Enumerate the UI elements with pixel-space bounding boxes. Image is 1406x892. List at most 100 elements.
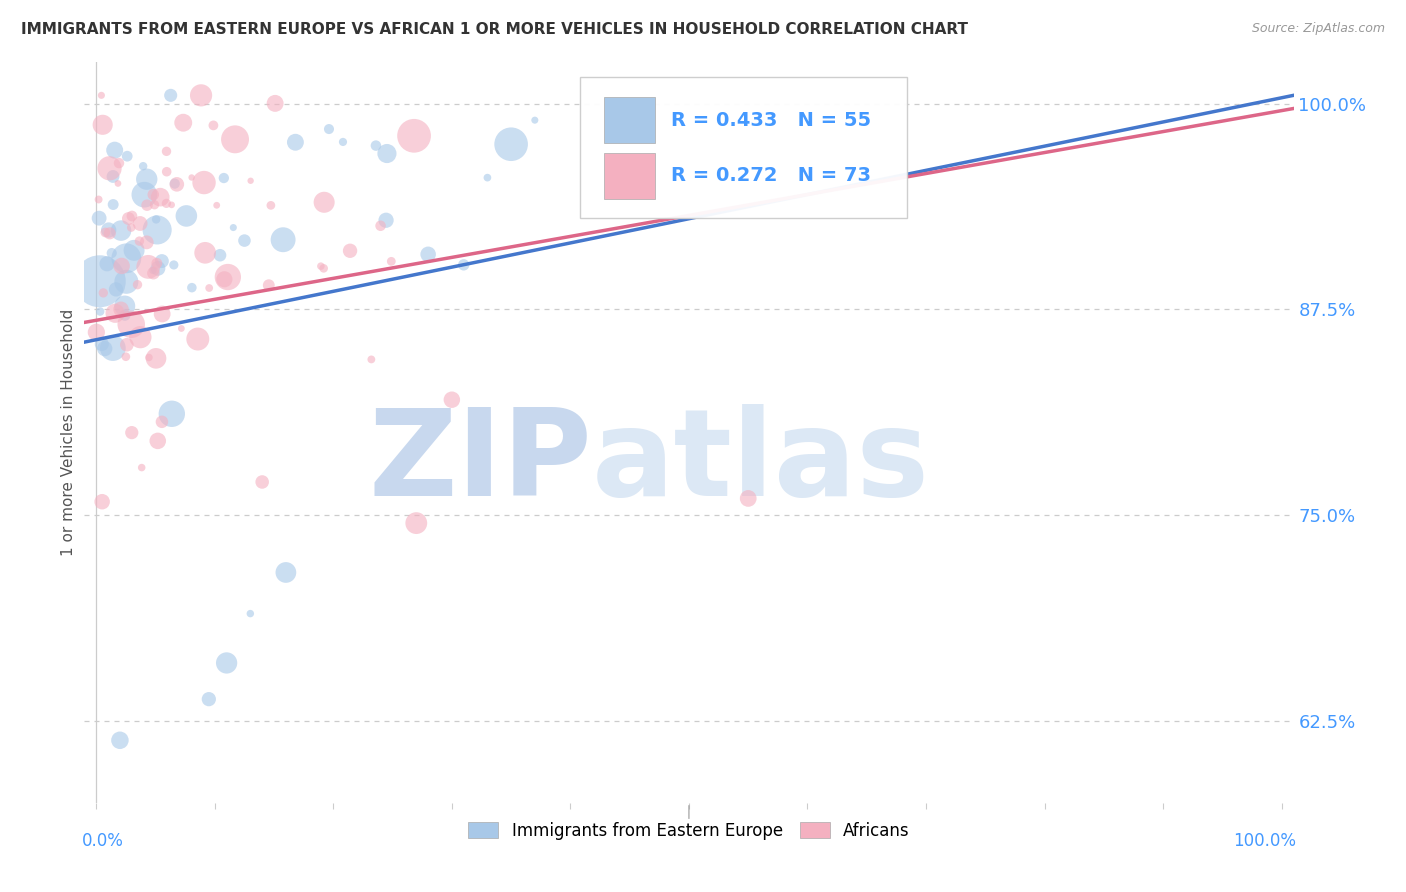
- Point: [215, 656, 238, 670]
- Point: [163, 258, 186, 272]
- Point: [222, 220, 245, 235]
- Point: [142, 187, 165, 202]
- Point: [89, 304, 111, 318]
- Point: [135, 235, 157, 250]
- Point: [138, 351, 160, 365]
- Point: [160, 198, 183, 212]
- Point: [257, 278, 280, 293]
- Point: [142, 263, 165, 277]
- Point: [115, 350, 138, 364]
- Point: [115, 252, 138, 266]
- Point: [114, 308, 136, 322]
- Point: [318, 122, 340, 136]
- Point: [156, 165, 179, 179]
- Point: [90, 88, 112, 103]
- Point: [198, 281, 221, 295]
- Text: 100.0%: 100.0%: [1233, 832, 1296, 850]
- Point: [172, 116, 194, 130]
- Point: [128, 234, 150, 248]
- Point: [117, 211, 139, 226]
- Point: [214, 272, 236, 286]
- Point: [110, 302, 132, 317]
- Point: [166, 178, 188, 192]
- Point: [143, 198, 166, 212]
- Point: [127, 277, 149, 292]
- Point: [100, 246, 122, 260]
- Point: [239, 174, 262, 188]
- Point: [93, 342, 115, 356]
- Point: [239, 607, 262, 621]
- Point: [149, 190, 172, 204]
- Point: [146, 434, 169, 448]
- Point: [121, 209, 143, 223]
- Point: [332, 135, 354, 149]
- Point: [193, 176, 215, 190]
- Point: [145, 351, 167, 366]
- Point: [115, 275, 138, 289]
- Point: [375, 213, 398, 227]
- Point: [104, 306, 127, 320]
- Point: [163, 177, 186, 191]
- Point: [187, 332, 209, 346]
- Point: [155, 196, 177, 211]
- Text: R = 0.272   N = 73: R = 0.272 N = 73: [671, 166, 870, 186]
- Point: [159, 88, 181, 103]
- Point: [114, 299, 136, 313]
- Point: [87, 193, 110, 207]
- Point: [364, 138, 387, 153]
- Point: [101, 341, 124, 355]
- Point: [477, 170, 499, 185]
- Point: [145, 212, 167, 227]
- Point: [150, 254, 173, 268]
- Point: [418, 247, 440, 261]
- Point: [105, 282, 128, 296]
- Point: [274, 566, 297, 580]
- Legend: Immigrants from Eastern Europe, Africans: Immigrants from Eastern Europe, Africans: [461, 815, 917, 847]
- Point: [202, 119, 225, 133]
- Point: [97, 223, 120, 237]
- Point: [108, 733, 131, 747]
- Point: [86, 326, 108, 340]
- Point: [160, 407, 183, 421]
- FancyBboxPatch shape: [605, 97, 655, 143]
- Point: [146, 256, 169, 270]
- Point: [122, 244, 145, 258]
- Point: [134, 187, 156, 202]
- Point: [737, 491, 759, 506]
- Point: [98, 227, 121, 241]
- Point: [110, 224, 132, 238]
- Point: [91, 494, 114, 508]
- Point: [129, 217, 152, 231]
- Point: [312, 261, 335, 276]
- Point: [170, 321, 193, 335]
- Point: [217, 270, 239, 285]
- Text: ZIP: ZIP: [368, 404, 592, 521]
- FancyBboxPatch shape: [581, 78, 907, 218]
- Point: [120, 318, 142, 332]
- Text: Source: ZipAtlas.com: Source: ZipAtlas.com: [1251, 22, 1385, 36]
- Point: [309, 259, 332, 273]
- Point: [132, 159, 155, 173]
- Point: [129, 330, 152, 344]
- Point: [150, 415, 173, 429]
- Point: [250, 475, 273, 489]
- Point: [89, 274, 111, 288]
- Point: [339, 244, 361, 258]
- Y-axis label: 1 or more Vehicles in Household: 1 or more Vehicles in Household: [60, 309, 76, 557]
- Point: [453, 258, 475, 272]
- Point: [205, 198, 228, 212]
- Point: [209, 248, 232, 262]
- Point: [121, 425, 143, 440]
- Point: [115, 338, 138, 352]
- Point: [91, 285, 114, 300]
- Point: [96, 257, 118, 271]
- Point: [108, 156, 131, 170]
- Point: [314, 195, 336, 210]
- Point: [260, 198, 283, 212]
- Point: [150, 307, 173, 321]
- Point: [135, 172, 157, 186]
- Point: [271, 233, 294, 247]
- Point: [115, 149, 138, 163]
- Point: [375, 146, 398, 161]
- Point: [176, 209, 198, 223]
